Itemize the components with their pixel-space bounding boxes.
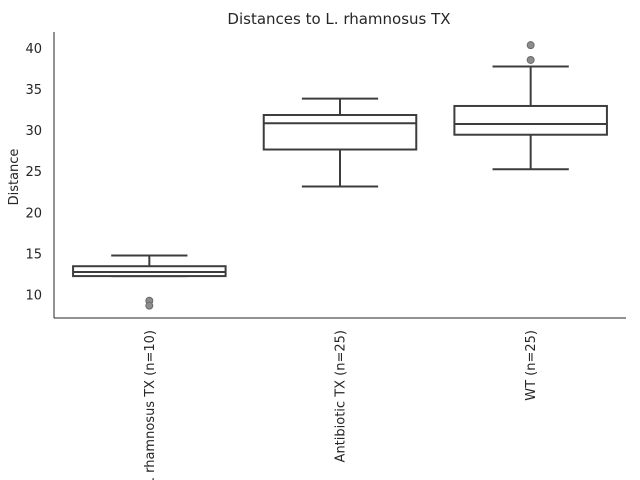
box-iqr [262, 114, 418, 151]
box-group [72, 254, 227, 310]
y-tick-label: 35 [25, 83, 42, 98]
outlier-point [526, 55, 535, 64]
y-tick-label: 20 [25, 206, 42, 221]
y-tick-label: 40 [25, 42, 42, 57]
y-tick-label: 15 [25, 247, 42, 262]
x-category-label: Antibiotic TX (n=25) [334, 330, 349, 462]
y-tick-label: 25 [25, 165, 42, 180]
outlier-point [145, 301, 154, 310]
y-tick-label: 30 [25, 124, 42, 139]
box-group [262, 97, 418, 188]
box-iqr [453, 104, 608, 136]
boxes [72, 41, 608, 310]
x-category-label: WT (n=25) [524, 330, 539, 401]
outlier-point [526, 41, 535, 50]
x-labels: L. rhamnosus TX (n=10) Antibiotic TX (n=2… [143, 330, 539, 480]
chart-title: Distances to L. rhamnosus TX [227, 10, 450, 28]
y-tick-label: 10 [25, 288, 42, 303]
y-ticks: 10 15 20 25 30 35 40 [25, 42, 42, 304]
box-group [453, 41, 608, 171]
y-axis-label: Distance [7, 149, 22, 206]
x-category-label: L. rhamnosus TX (n=10) [143, 330, 158, 480]
